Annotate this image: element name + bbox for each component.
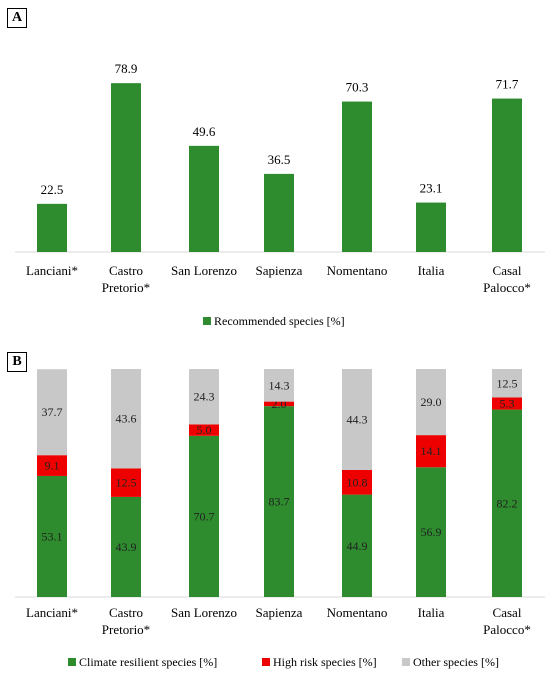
segment-highrisk-5 — [416, 435, 446, 468]
x-tick-label-5-0: Italia — [418, 263, 445, 278]
segment-label-other-5: 29.0 — [421, 395, 442, 409]
segment-highrisk-4 — [342, 470, 372, 495]
segment-highrisk-0 — [37, 455, 67, 476]
segment-other-4 — [342, 369, 372, 471]
chart-b-species-composition: 53.1 9.1 37.7 Lanciani* 43.9 12.5 43.6 Castro Pr… — [15, 369, 545, 669]
x-tick-label-3-0: Sapienza — [256, 263, 303, 278]
legend-label-other: Other species [%] — [413, 655, 499, 669]
segment-climate-0 — [37, 475, 67, 597]
segment-label-highrisk-4: 10.8 — [347, 475, 368, 489]
segment-label-other-2: 24.3 — [194, 390, 215, 404]
bar-5 — [416, 202, 446, 252]
segment-label-climate-5: 56.9 — [421, 525, 442, 539]
segment-climate-2 — [189, 435, 219, 597]
segment-climate-5 — [416, 467, 446, 597]
data-label-3: 36.5 — [268, 152, 291, 167]
x-tick-label-1-1: Pretorio* — [102, 622, 150, 637]
segment-highrisk-6 — [492, 397, 522, 410]
segment-label-climate-6: 82.2 — [497, 496, 518, 510]
data-label-1: 78.9 — [115, 61, 138, 76]
segment-other-6 — [492, 369, 522, 398]
x-tick-label-4-0: Nomentano — [327, 605, 388, 620]
segment-label-climate-4: 44.9 — [347, 539, 368, 553]
data-label-4: 70.3 — [346, 80, 369, 95]
x-tick-label-1-0: Castro — [109, 605, 143, 620]
segment-label-climate-3: 83.7 — [269, 495, 290, 509]
data-label-6: 71.7 — [496, 77, 519, 92]
segment-other-1 — [111, 369, 141, 469]
bar-6 — [492, 98, 522, 252]
x-tick-label-6-0: Casal — [493, 605, 522, 620]
x-tick-label-4-0: Nomentano — [327, 263, 388, 278]
segment-other-3 — [264, 369, 294, 402]
data-label-2: 49.6 — [193, 124, 216, 139]
x-tick-label-5-0: Italia — [418, 605, 445, 620]
segment-other-2 — [189, 369, 219, 425]
bar-2 — [189, 145, 219, 252]
legend: Climate resilient species [%] High risk s… — [68, 655, 499, 669]
legend-swatch-other — [402, 658, 410, 666]
legend-label-highrisk: High risk species [%] — [273, 655, 377, 669]
data-label-5: 23.1 — [420, 181, 443, 196]
segment-label-other-0: 37.7 — [42, 405, 63, 419]
legend-label-recommended: Recommended species [%] — [214, 314, 345, 328]
legend: Recommended species [%] — [203, 314, 345, 328]
segment-label-other-1: 43.6 — [116, 412, 137, 426]
bar-4 — [342, 101, 372, 252]
segment-climate-4 — [342, 494, 372, 597]
bar-0 — [37, 203, 67, 252]
legend-swatch-highrisk — [262, 658, 270, 666]
legend-swatch-recommended — [203, 317, 211, 325]
legend-swatch-climate — [68, 658, 76, 666]
panel-b-label: B — [7, 352, 27, 372]
segment-label-other-3: 14.3 — [269, 378, 290, 392]
segment-climate-3 — [264, 406, 294, 597]
segment-label-climate-0: 53.1 — [42, 529, 63, 543]
segment-highrisk-1 — [111, 468, 141, 497]
segment-label-highrisk-1: 12.5 — [116, 476, 137, 490]
segment-other-0 — [37, 369, 67, 456]
segment-label-highrisk-6: 5.3 — [500, 397, 515, 411]
x-tick-label-1-0: Castro — [109, 263, 143, 278]
bar-1 — [111, 83, 141, 253]
segment-other-5 — [416, 369, 446, 436]
panel-a-label: A — [7, 8, 27, 28]
segment-label-highrisk-2: 5.0 — [197, 423, 212, 437]
segment-label-other-4: 44.3 — [347, 413, 368, 427]
segment-label-other-6: 12.5 — [497, 376, 518, 390]
segment-label-climate-2: 70.7 — [194, 509, 215, 523]
x-tick-label-6-1: Palocco* — [483, 280, 531, 295]
bar-3 — [264, 173, 294, 252]
segment-highrisk-3 — [264, 401, 294, 407]
x-tick-label-6-1: Palocco* — [483, 622, 531, 637]
x-tick-label-3-0: Sapienza — [256, 605, 303, 620]
x-tick-label-2-0: San Lorenzo — [171, 263, 237, 278]
x-tick-label-1-1: Pretorio* — [102, 280, 150, 295]
x-tick-label-0-0: Lanciani* — [26, 263, 78, 278]
x-tick-label-2-0: San Lorenzo — [171, 605, 237, 620]
x-tick-label-0-0: Lanciani* — [26, 605, 78, 620]
segment-climate-6 — [492, 409, 522, 597]
x-tick-label-6-0: Casal — [493, 263, 522, 278]
legend-label-climate: Climate resilient species [%] — [79, 655, 217, 669]
segment-highrisk-2 — [189, 424, 219, 436]
segment-label-highrisk-0: 9.1 — [45, 459, 60, 473]
segment-label-climate-1: 43.9 — [116, 540, 137, 554]
segment-label-highrisk-5: 14.1 — [421, 444, 442, 458]
segment-climate-1 — [111, 496, 141, 597]
chart-a-recommended-species: 22.5 Lanciani* 78.9 Castro Pretorio* 49.6 San … — [15, 61, 545, 328]
data-label-0: 22.5 — [41, 182, 64, 197]
